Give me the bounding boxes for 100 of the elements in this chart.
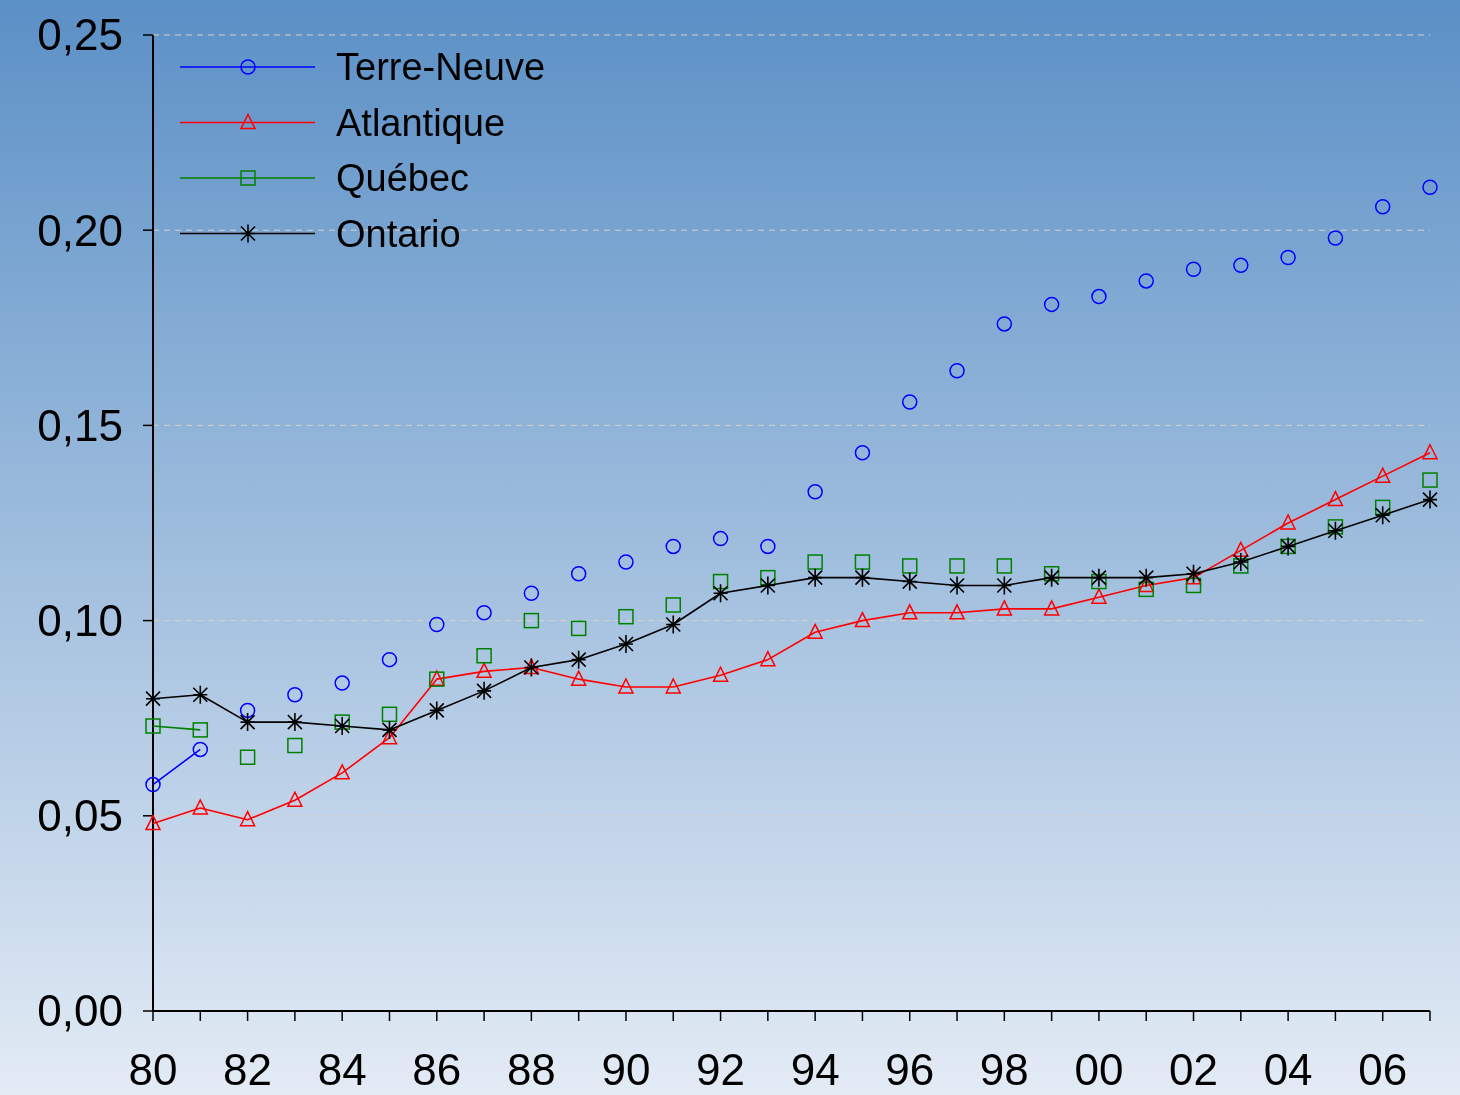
- point: [239, 749, 256, 765]
- point: [854, 444, 871, 461]
- point: [1327, 521, 1344, 541]
- point: [192, 799, 209, 815]
- point: [1091, 573, 1107, 590]
- point: [1138, 581, 1154, 598]
- x-tick-label: 90: [601, 1045, 651, 1094]
- point: [1422, 489, 1438, 510]
- point: [429, 616, 445, 633]
- point: [570, 566, 587, 582]
- x-tick-label: 96: [885, 1045, 935, 1094]
- point: [145, 718, 161, 734]
- point: [665, 538, 682, 555]
- point: [807, 567, 823, 588]
- point: [476, 662, 492, 679]
- point: [287, 791, 303, 807]
- point: [665, 597, 682, 613]
- point: [807, 554, 823, 570]
- point: [618, 634, 634, 654]
- point: [1043, 600, 1060, 616]
- point: [381, 706, 398, 723]
- x-tick-label: 82: [223, 1045, 273, 1094]
- point: [1374, 199, 1391, 215]
- point: [1374, 467, 1391, 483]
- x-tick-label: 98: [979, 1045, 1029, 1094]
- point: [1138, 273, 1154, 289]
- point: [1091, 567, 1107, 588]
- y-tick-label: 0,10: [37, 596, 123, 645]
- point: [476, 605, 492, 621]
- point: [854, 611, 871, 628]
- point: [334, 675, 350, 691]
- point: [1185, 577, 1202, 594]
- point: [1422, 472, 1438, 488]
- point: [807, 484, 823, 500]
- point: [854, 567, 871, 588]
- legend-label: Québec: [336, 157, 470, 200]
- point: [287, 712, 303, 732]
- point: [334, 714, 350, 730]
- y-tick-label: 0,15: [37, 400, 123, 450]
- point: [1327, 490, 1344, 507]
- point: [949, 362, 965, 379]
- point: [523, 612, 540, 629]
- point: [334, 716, 350, 736]
- point: [760, 538, 776, 555]
- x-tick-label: 00: [1074, 1045, 1124, 1094]
- point: [712, 530, 729, 547]
- point: [192, 741, 209, 758]
- point: [1043, 567, 1060, 588]
- point: [1233, 541, 1249, 558]
- point: [996, 316, 1013, 332]
- point: [712, 583, 729, 604]
- point: [1185, 568, 1202, 585]
- point: [334, 764, 350, 780]
- point: [1185, 563, 1202, 584]
- point: [1091, 288, 1107, 305]
- point: [760, 650, 776, 667]
- x-tick-label: 84: [317, 1045, 367, 1094]
- point: [1233, 558, 1249, 574]
- point: [1138, 567, 1155, 588]
- y-tick-label: 0,25: [37, 10, 123, 60]
- point: [996, 558, 1013, 574]
- point: [145, 688, 161, 709]
- point: [996, 575, 1013, 596]
- point: [476, 681, 492, 701]
- point: [287, 737, 303, 754]
- point: [618, 608, 634, 625]
- y-tick-label: 0,00: [37, 986, 123, 1036]
- x-tick-label: 02: [1169, 1045, 1218, 1094]
- point: [570, 620, 587, 637]
- point: [1233, 257, 1249, 274]
- point: [1280, 514, 1296, 530]
- point: [760, 575, 776, 596]
- y-tick-label: 0,05: [37, 791, 123, 841]
- point: [712, 573, 729, 590]
- point: [1327, 230, 1344, 246]
- legend-label: Atlantique: [336, 101, 506, 144]
- x-tick-label: 06: [1358, 1045, 1408, 1094]
- point: [1422, 443, 1438, 460]
- point: [1327, 519, 1344, 535]
- x-tick-label: 94: [790, 1045, 840, 1094]
- point: [1374, 505, 1391, 525]
- point: [1091, 588, 1107, 604]
- point: [192, 722, 209, 738]
- point: [570, 649, 587, 670]
- legend-label: Ontario: [336, 212, 461, 255]
- point: [760, 569, 776, 586]
- point: [949, 558, 965, 574]
- point: [523, 585, 540, 602]
- x-tick-label: 86: [412, 1045, 462, 1094]
- point: [665, 678, 682, 694]
- x-tick-label: 04: [1263, 1045, 1313, 1094]
- point: [476, 647, 492, 664]
- point: [381, 720, 398, 740]
- point: [949, 604, 965, 620]
- point: [570, 670, 587, 686]
- point: [145, 776, 161, 793]
- point: [949, 575, 965, 596]
- point: [618, 554, 634, 570]
- point: [239, 702, 256, 719]
- point: [901, 604, 918, 620]
